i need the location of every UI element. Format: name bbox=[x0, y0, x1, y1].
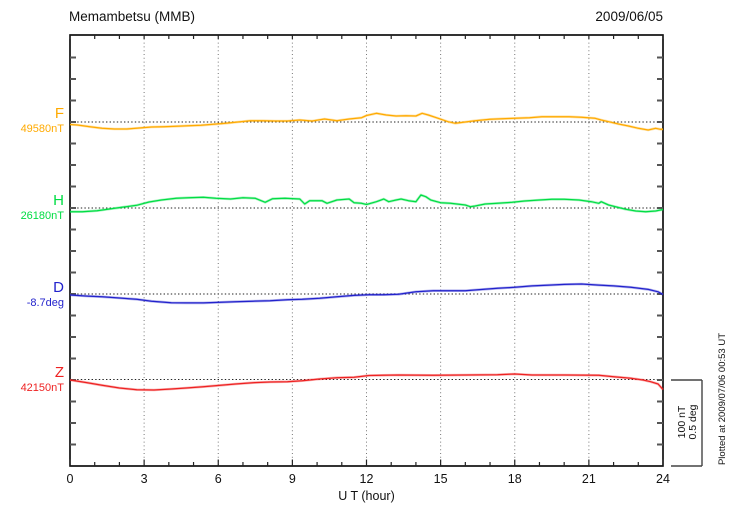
channel-baseline-f: 49580nT bbox=[20, 123, 64, 135]
trace-H bbox=[70, 194, 664, 213]
x-tick-label: 21 bbox=[582, 472, 596, 486]
channel-label-h: H 26180nT bbox=[0, 192, 64, 223]
channel-letter-d: D bbox=[53, 279, 64, 296]
channel-letter-f: F bbox=[54, 105, 64, 122]
x-tick-label: 0 bbox=[67, 472, 74, 486]
x-tick-label: 6 bbox=[215, 472, 222, 486]
x-tick-label: 12 bbox=[360, 472, 374, 486]
channel-baseline-h: 26180nT bbox=[20, 210, 64, 222]
trace-halo-H bbox=[70, 193, 664, 213]
observation-date: 2009/06/05 bbox=[595, 9, 663, 24]
x-axis-label: U T (hour) bbox=[338, 489, 395, 503]
plotted-at-note: Plotted at 2009/07/06 00:53 UT bbox=[717, 332, 728, 466]
trace-Z bbox=[69, 373, 664, 391]
channel-label-z: Z 42150nT bbox=[0, 364, 64, 395]
channel-label-f: F 49580nT bbox=[0, 105, 64, 136]
x-tick-label: 18 bbox=[508, 472, 522, 486]
trace-F bbox=[69, 112, 663, 131]
x-tick-label: 9 bbox=[289, 472, 296, 486]
channel-baseline-d: -8.7deg bbox=[26, 297, 64, 309]
scale-bar-label-deg: 0.5 deg bbox=[687, 404, 699, 440]
channel-letter-z: Z bbox=[54, 364, 64, 381]
channel-label-d: D -8.7deg bbox=[0, 279, 64, 310]
trace-D bbox=[69, 283, 664, 304]
x-tick-label: 24 bbox=[656, 472, 670, 486]
channel-baseline-z: 42150nT bbox=[20, 382, 64, 394]
station-title: Memambetsu (MMB) bbox=[69, 9, 196, 24]
channel-letter-h: H bbox=[53, 192, 64, 209]
x-tick-label: 15 bbox=[434, 472, 448, 486]
x-tick-label: 3 bbox=[141, 472, 148, 486]
